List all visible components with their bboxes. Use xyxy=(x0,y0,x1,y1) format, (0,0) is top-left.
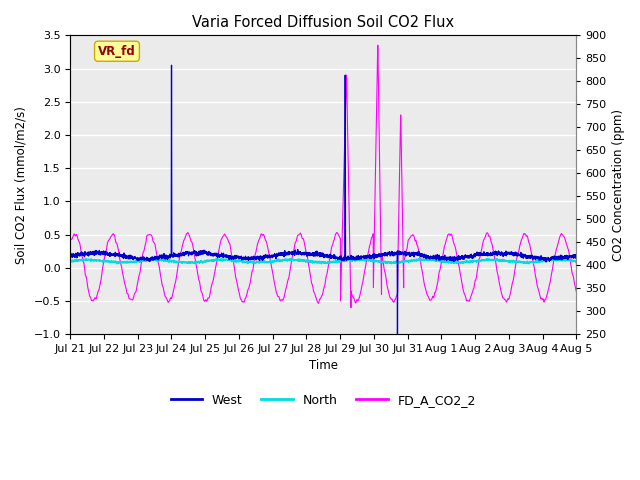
Legend: West, North, FD_A_CO2_2: West, North, FD_A_CO2_2 xyxy=(166,389,481,411)
West xyxy=(67,254,74,260)
West xyxy=(572,252,580,258)
FD_A_CO2_2 xyxy=(67,238,74,243)
FD_A_CO2_2 xyxy=(292,239,300,245)
FD_A_CO2_2 xyxy=(347,305,355,311)
FD_A_CO2_2 xyxy=(572,288,580,294)
North xyxy=(392,260,399,266)
Line: North: North xyxy=(70,258,576,264)
North xyxy=(572,259,580,264)
Title: Varia Forced Diffusion Soil CO2 Flux: Varia Forced Diffusion Soil CO2 Flux xyxy=(192,15,454,30)
FD_A_CO2_2 xyxy=(414,243,422,249)
West xyxy=(414,250,422,256)
West xyxy=(332,253,339,259)
FD_A_CO2_2 xyxy=(374,42,381,48)
FD_A_CO2_2 xyxy=(131,290,139,296)
Line: West: West xyxy=(70,65,576,334)
North xyxy=(317,261,325,267)
North xyxy=(414,258,422,264)
Y-axis label: Soil CO2 Flux (mmol/m2/s): Soil CO2 Flux (mmol/m2/s) xyxy=(15,106,28,264)
FD_A_CO2_2 xyxy=(392,296,399,301)
West xyxy=(287,249,295,255)
West xyxy=(292,249,300,254)
Line: FD_A_CO2_2: FD_A_CO2_2 xyxy=(70,45,576,308)
North xyxy=(354,255,362,261)
North xyxy=(131,259,139,264)
North xyxy=(287,258,295,264)
West xyxy=(168,62,175,68)
Y-axis label: CO2 Concentration (ppm): CO2 Concentration (ppm) xyxy=(612,109,625,261)
West xyxy=(392,252,399,258)
FD_A_CO2_2 xyxy=(332,232,339,238)
North xyxy=(332,259,339,264)
Text: VR_fd: VR_fd xyxy=(98,45,136,58)
FD_A_CO2_2 xyxy=(287,259,295,265)
West xyxy=(394,331,401,337)
X-axis label: Time: Time xyxy=(308,360,338,372)
North xyxy=(292,258,300,264)
North xyxy=(67,257,74,263)
West xyxy=(131,255,139,261)
